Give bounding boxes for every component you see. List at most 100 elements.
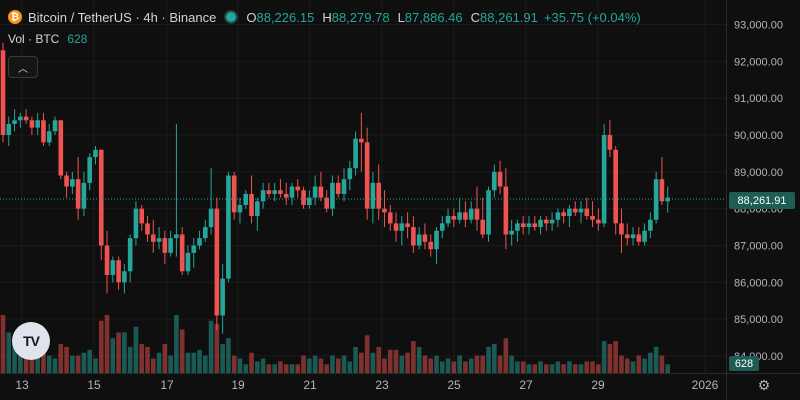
open-value: 88,226.15 bbox=[256, 9, 315, 25]
volume-bar bbox=[156, 352, 162, 373]
volume-bar bbox=[601, 341, 607, 373]
current-price-label: 88,261.91 bbox=[729, 192, 795, 209]
volume-bar bbox=[18, 349, 23, 373]
candle-body bbox=[75, 179, 81, 209]
candle-body bbox=[289, 186, 295, 198]
candle-body bbox=[457, 212, 462, 220]
volume-bar bbox=[370, 352, 376, 373]
volume-bar bbox=[364, 335, 370, 373]
volume-bar bbox=[237, 358, 243, 373]
volume-bar bbox=[150, 358, 156, 373]
volume-label[interactable]: Vol · BTC bbox=[8, 32, 60, 46]
volume-bar bbox=[359, 352, 364, 373]
candle-body bbox=[255, 201, 260, 217]
candle-body bbox=[561, 212, 566, 217]
candle-body bbox=[278, 190, 283, 194]
candle-body bbox=[422, 234, 428, 242]
volume-bar bbox=[58, 344, 64, 373]
candle-body bbox=[58, 120, 64, 176]
volume-bar bbox=[486, 346, 491, 373]
volume-bar bbox=[376, 346, 381, 373]
candle-body bbox=[544, 219, 549, 224]
candle-body bbox=[520, 223, 526, 228]
volume-bar bbox=[289, 364, 295, 373]
candle-body bbox=[387, 212, 393, 224]
candle-body bbox=[150, 234, 156, 242]
volume-bar bbox=[318, 358, 324, 373]
symbol-title[interactable]: Bitcoin / TetherUS · 4h · Binance bbox=[28, 9, 217, 25]
volume-bar bbox=[572, 364, 578, 373]
volume-bar bbox=[653, 346, 659, 373]
volume-bar bbox=[191, 352, 197, 373]
volume-bar bbox=[405, 352, 410, 373]
volume-bar bbox=[619, 355, 624, 373]
time-tick-label: 29 bbox=[591, 378, 605, 392]
candle-body bbox=[353, 138, 358, 169]
change-value: +35.75 (+0.04%) bbox=[543, 9, 641, 25]
candle-body bbox=[81, 182, 87, 209]
candle-body bbox=[642, 230, 647, 242]
volume-bar bbox=[139, 344, 145, 373]
candle-body bbox=[474, 208, 480, 220]
volume-bar bbox=[23, 346, 29, 373]
volume-bar bbox=[561, 364, 566, 373]
candle-body bbox=[272, 190, 277, 194]
volume-bar bbox=[544, 364, 549, 373]
candle-body bbox=[64, 175, 69, 187]
settings-gear-icon[interactable]: ⚙ bbox=[757, 376, 771, 393]
volume-bar bbox=[127, 346, 133, 373]
collapse-legend-button[interactable]: ︿ bbox=[8, 56, 38, 78]
candle-body bbox=[538, 219, 543, 228]
candle-body bbox=[231, 175, 237, 213]
candle-body bbox=[399, 223, 405, 231]
volume-bar bbox=[243, 364, 249, 373]
volume-bar bbox=[428, 358, 434, 373]
volume-bar bbox=[324, 364, 329, 373]
candle-body bbox=[174, 234, 179, 239]
volume-bar bbox=[393, 349, 399, 373]
price-tick-label: 86,000.00 bbox=[734, 277, 783, 289]
candle-body bbox=[104, 245, 110, 275]
tradingview-logo[interactable]: TV bbox=[12, 322, 50, 360]
close-value: 88,261.91 bbox=[480, 9, 538, 25]
volume-bar bbox=[509, 355, 514, 373]
volume-bar bbox=[110, 338, 116, 373]
volume-bar bbox=[75, 355, 81, 373]
candle-body bbox=[122, 271, 127, 283]
candle-body bbox=[301, 190, 306, 205]
candle-body bbox=[87, 157, 92, 183]
volume-bar bbox=[584, 361, 590, 373]
candle-body bbox=[630, 234, 636, 239]
candle-body bbox=[93, 149, 98, 158]
candle-body bbox=[526, 223, 532, 228]
volume-bar bbox=[104, 315, 110, 373]
volume-bar bbox=[145, 346, 150, 373]
volume-bar bbox=[445, 358, 451, 373]
volume-bar bbox=[301, 355, 306, 373]
candle-body bbox=[636, 234, 642, 242]
open-label: O bbox=[246, 9, 257, 25]
volume-bar bbox=[283, 364, 289, 373]
candle-body bbox=[434, 230, 439, 250]
candle-body bbox=[29, 120, 35, 128]
volume-bar bbox=[434, 355, 439, 373]
volume-bar bbox=[35, 349, 40, 373]
candle-body bbox=[463, 212, 468, 220]
price-tick-label: 85,000.00 bbox=[734, 314, 783, 326]
time-tick-label: 23 bbox=[375, 378, 389, 392]
candle-body bbox=[347, 168, 353, 180]
candle-body bbox=[428, 241, 434, 250]
low-label: L bbox=[397, 9, 405, 25]
candle-body bbox=[35, 120, 40, 128]
volume-bar bbox=[416, 346, 422, 373]
volume-bar bbox=[46, 355, 52, 373]
volume-bar bbox=[463, 361, 468, 373]
candle-body bbox=[492, 171, 497, 191]
candle-body bbox=[307, 197, 312, 205]
volume-bar bbox=[515, 361, 520, 373]
volume-bar bbox=[474, 355, 480, 373]
volume-bar bbox=[0, 315, 6, 373]
volume-bar bbox=[642, 358, 647, 373]
volume-bar bbox=[255, 361, 260, 373]
